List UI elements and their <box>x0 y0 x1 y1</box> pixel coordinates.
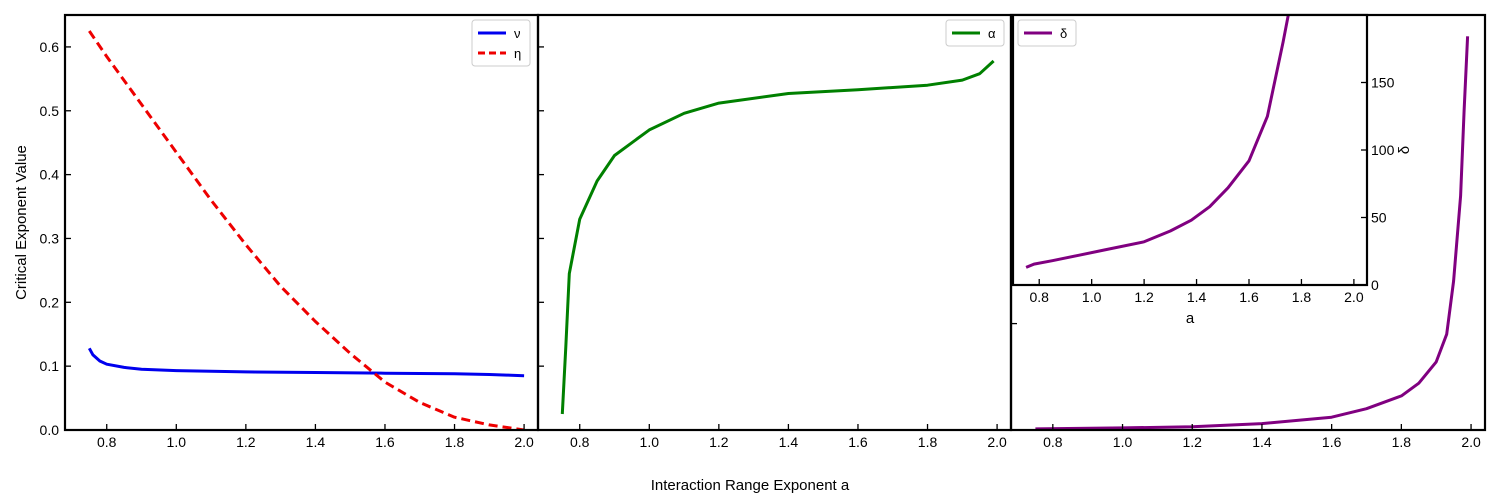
x-tick-label: 1.4 <box>1187 289 1207 305</box>
x-tick-label: 2.0 <box>1461 434 1481 450</box>
legend-label: α <box>988 26 996 41</box>
x-tick-label: 0.8 <box>570 434 590 450</box>
x-tick-label: 1.4 <box>1252 434 1272 450</box>
axes-frame <box>1011 13 1369 287</box>
x-tick-label: 1.2 <box>236 434 256 450</box>
legend: δ <box>1017 19 1077 47</box>
axes-frame <box>536 13 1013 432</box>
y-axis-label: δ <box>1396 146 1413 154</box>
x-tick-label: 0.8 <box>97 434 117 450</box>
y-tick-label: 0.0 <box>40 422 60 438</box>
x-tick-label: 1.0 <box>640 434 660 450</box>
y-tick-label: 0.2 <box>40 294 60 310</box>
x-tick-label: 2.0 <box>1344 289 1364 305</box>
x-tick-label: 1.0 <box>1113 434 1133 450</box>
y-tick-label: 150 <box>1371 75 1395 91</box>
x-tick-label: 0.8 <box>1029 289 1049 305</box>
y-tick-label: 0.4 <box>40 167 60 183</box>
y-tick-label: 0.6 <box>40 39 60 55</box>
panel-2: 0.8 1.0 1.2 1.4 1.6 1.8 2.0 α <box>536 13 1013 450</box>
x-tick-label: 1.6 <box>375 434 395 450</box>
y-tick-label: 50 <box>1371 210 1387 226</box>
x-tick-label: 0.8 <box>1043 434 1063 450</box>
series-line-delta <box>1025 15 1290 269</box>
x-tick-label: 1.0 <box>167 434 187 450</box>
panel-4: 0.8 1.0 1.2 1.4 1.6 1.8 2.0 0 50 100 150 δ a δ <box>1011 13 1413 327</box>
legend-box <box>471 19 531 67</box>
x-tick-label: 2.0 <box>514 434 534 450</box>
x-tick-label: 1.2 <box>1134 289 1154 305</box>
series-line-eta <box>88 30 525 430</box>
y-tick-label: 0.1 <box>40 358 60 374</box>
series-line-delta <box>1035 36 1470 430</box>
panel-1: 0.8 1.0 1.2 1.4 1.6 1.8 2.0 0.0 0.1 0.2 0.3 0.4 0.5 0… <box>13 13 540 450</box>
x-tick-label: 1.6 <box>1239 289 1259 305</box>
x-tick-label: 1.6 <box>848 434 868 450</box>
legend-label: η <box>514 46 521 61</box>
x-tick-label: 1.6 <box>1322 434 1342 450</box>
legend-label: δ <box>1060 26 1067 41</box>
legend: νη <box>471 19 531 67</box>
panel-3: 0.8 1.0 1.2 1.4 1.6 1.8 2.0 <box>1009 13 1487 450</box>
x-tick-label: 1.0 <box>1082 289 1102 305</box>
legend-label: ν <box>514 26 521 41</box>
x-tick-label: 2.0 <box>987 434 1007 450</box>
inset-background <box>1013 15 1367 285</box>
series-line-alpha <box>560 59 995 415</box>
y-tick-label: 0.5 <box>40 103 60 119</box>
y-tick-label: 0 <box>1371 277 1379 293</box>
series-line-nu <box>87 347 525 378</box>
x-tick-label: 1.4 <box>779 434 799 450</box>
x-tick-label: 1.2 <box>709 434 729 450</box>
y-tick-label: 100 <box>1371 142 1395 158</box>
x-tick-label: 1.2 <box>1183 434 1203 450</box>
legend: α <box>945 19 1005 47</box>
x-tick-label: 1.8 <box>918 434 938 450</box>
x-tick-label: 1.8 <box>445 434 465 450</box>
x-tick-label: 1.8 <box>1292 289 1312 305</box>
x-axis-label: a <box>1186 310 1195 327</box>
y-axis-label: Critical Exponent Value <box>13 145 30 300</box>
y-tick-label: 0.3 <box>40 230 60 246</box>
x-tick-label: 1.4 <box>306 434 326 450</box>
x-tick-label: 1.8 <box>1392 434 1412 450</box>
shared-xlabel: Interaction Range Exponent a <box>651 477 850 494</box>
